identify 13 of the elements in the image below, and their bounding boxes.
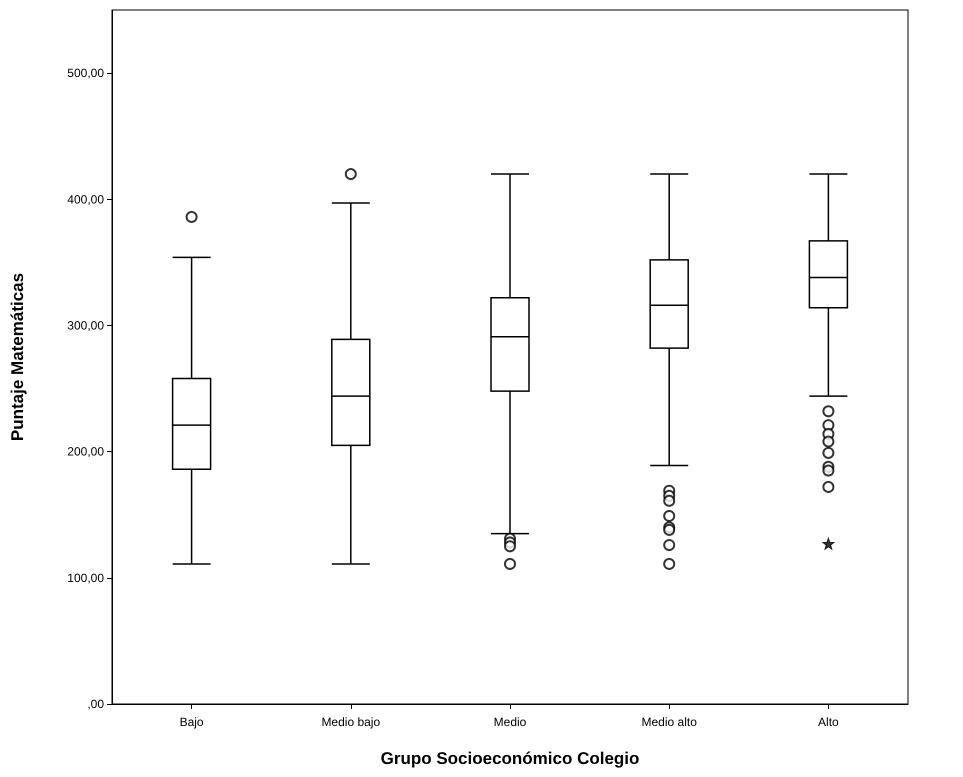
x-tick-label: Medio alto [642, 715, 698, 729]
y-tick-label: 100,00 [67, 570, 104, 585]
y-tick-label: 300,00 [67, 318, 104, 332]
x-tick-label: Alto [818, 715, 840, 729]
x-tick-label: Medio bajo [321, 715, 380, 729]
x-tick-label: Medio [494, 715, 527, 729]
y-axis-title: Puntaje Matemáticas [8, 272, 27, 442]
y-tick-label: ,00 [87, 697, 104, 711]
y-tick-label: 500,00 [67, 66, 104, 80]
x-tick-label: Bajo [180, 715, 204, 729]
y-tick-label: 400,00 [67, 192, 104, 206]
y-tick-label: 200,00 [67, 444, 104, 459]
x-axis-title: Grupo Socioeconómico Colegio [380, 749, 640, 768]
